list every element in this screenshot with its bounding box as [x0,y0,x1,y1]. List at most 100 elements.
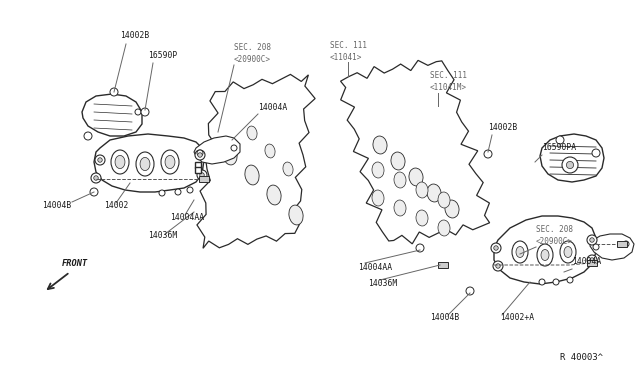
Circle shape [589,258,595,262]
Ellipse shape [115,155,125,169]
Text: 16590PA: 16590PA [542,144,576,153]
Ellipse shape [247,126,257,140]
Circle shape [466,287,474,295]
Ellipse shape [289,205,303,225]
Circle shape [496,264,500,268]
Text: 14036M: 14036M [148,231,177,241]
Ellipse shape [391,152,405,170]
Ellipse shape [372,190,384,206]
Circle shape [567,277,573,283]
Text: <20900C>: <20900C> [234,55,271,64]
Ellipse shape [373,136,387,154]
Circle shape [539,279,545,285]
Circle shape [587,255,597,265]
Circle shape [135,109,141,115]
Ellipse shape [140,157,150,171]
Bar [617,241,627,247]
Ellipse shape [394,172,406,188]
Circle shape [98,158,102,162]
Polygon shape [340,60,490,244]
Ellipse shape [409,168,423,186]
Text: <11041>: <11041> [330,52,362,61]
Text: 14004AA: 14004AA [358,263,392,273]
Circle shape [90,188,98,196]
Polygon shape [194,136,240,164]
Ellipse shape [537,244,553,266]
Text: 16590P: 16590P [148,51,177,61]
Circle shape [593,244,599,250]
Circle shape [484,150,492,158]
Bar [199,176,209,182]
Ellipse shape [394,200,406,216]
Circle shape [187,187,193,193]
Text: 14004A: 14004A [572,257,601,266]
Polygon shape [540,134,604,182]
Text: FRONT: FRONT [62,260,88,269]
Polygon shape [494,216,596,284]
Text: SEC. 208: SEC. 208 [536,225,573,234]
Ellipse shape [541,250,549,260]
Text: 14036M: 14036M [368,279,397,289]
Polygon shape [197,74,315,248]
Circle shape [91,173,101,183]
Ellipse shape [516,247,524,257]
Polygon shape [94,134,204,192]
Ellipse shape [265,144,275,158]
Circle shape [95,155,105,165]
Circle shape [493,261,503,271]
Ellipse shape [560,241,576,263]
Text: 14002: 14002 [104,202,129,211]
Ellipse shape [283,162,293,176]
Circle shape [623,241,629,247]
Circle shape [197,150,203,156]
Ellipse shape [165,155,175,169]
Ellipse shape [438,192,450,208]
Circle shape [491,243,501,253]
Circle shape [231,145,237,151]
Circle shape [592,149,600,157]
Ellipse shape [136,152,154,176]
Circle shape [556,136,564,144]
Circle shape [589,238,595,242]
Ellipse shape [161,150,179,174]
Ellipse shape [564,247,572,257]
Text: 14002B: 14002B [120,32,149,41]
Circle shape [175,189,181,195]
Circle shape [587,235,597,245]
Circle shape [416,244,424,252]
Circle shape [84,132,92,140]
Ellipse shape [372,162,384,178]
Circle shape [159,190,165,196]
Text: SEC. 111: SEC. 111 [330,41,367,49]
Text: R 40003^: R 40003^ [560,353,603,362]
Bar [587,260,597,266]
Polygon shape [590,234,634,260]
Polygon shape [82,94,142,136]
Text: 14004B: 14004B [42,202,71,211]
Ellipse shape [223,145,237,165]
Circle shape [141,108,149,116]
Ellipse shape [111,150,129,174]
Text: 14002+A: 14002+A [500,314,534,323]
Text: 14004AA: 14004AA [170,214,204,222]
Circle shape [566,161,573,169]
Ellipse shape [416,182,428,198]
Circle shape [195,150,205,160]
Ellipse shape [427,184,441,202]
Circle shape [110,88,118,96]
Circle shape [93,176,99,180]
Ellipse shape [245,165,259,185]
Text: 14004A: 14004A [258,103,287,112]
Text: <11041M>: <11041M> [430,83,467,93]
Circle shape [562,157,578,173]
Text: 14002B: 14002B [488,124,517,132]
Bar [438,262,448,268]
Ellipse shape [512,241,528,263]
Ellipse shape [438,220,450,236]
Circle shape [200,173,204,177]
Text: SEC. 111: SEC. 111 [430,71,467,80]
Text: 14004B: 14004B [430,314,460,323]
Ellipse shape [416,210,428,226]
Ellipse shape [267,185,281,205]
Text: <20900C>: <20900C> [536,237,573,247]
